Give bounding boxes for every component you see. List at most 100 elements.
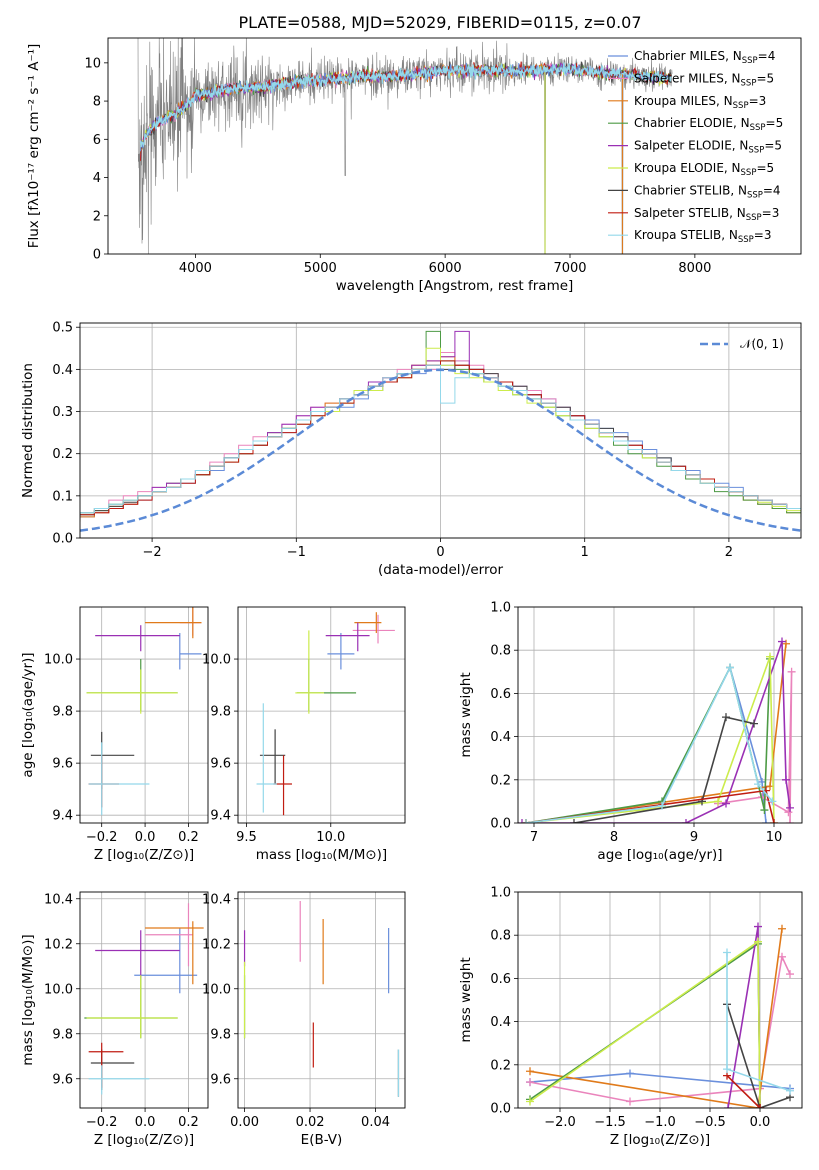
y-tick-label: 10.4 [44,892,73,907]
spectrum-legend: Chabrier MILES, NSSP=4 Salpeter MILES, NS… [608,49,783,245]
y-tick-label: 10.2 [202,937,231,952]
y-tick-label: 9.8 [52,705,73,720]
x-tick-label: 0.02 [296,1115,325,1130]
mass-weight-marker [626,1069,634,1078]
y-axis-label: age [log₁₀(age/yr)] [20,652,36,777]
mass-weight-marker [782,775,790,784]
y-tick-label: 4 [93,171,101,186]
legend-label: Salpeter ELODIE, NSSP=5 [634,139,782,156]
legend-label: Kroupa STELIB, NSSP=3 [634,228,772,245]
residuals-legend: 𝒩(0, 1) [700,337,784,351]
mass-weight-line [525,643,787,823]
mass-weight-line [726,1004,791,1108]
x-tick-label: 0.0 [750,1115,771,1130]
x-tick-label: −0.2 [86,830,118,845]
plot-area [80,330,801,532]
y-tick-label: 10.0 [44,982,73,997]
age-vs-mass-panel: 9.5 10.0 9.4 9.6 9.8 10.0 mass [log₁₀(M/M⊙)] [202,606,406,863]
mass-weight-marker [714,797,722,806]
mass-weight-marker [754,780,762,789]
x-tick-label: 0 [436,545,444,560]
y-tick-label: 10 [84,56,101,71]
x-tick-label: 5000 [304,261,337,276]
x-tick-label: 8000 [678,261,711,276]
y-tick-label: 8 [93,95,101,110]
mass-weight-line [726,1075,761,1108]
mass-weight-marker [784,808,793,817]
x-tick-label: 2 [725,545,733,560]
x-tick-label: 7 [530,830,538,845]
x-tick-label: 0.0 [135,1115,156,1130]
mass-weight-marker [518,819,526,823]
y-tick-label: 10.0 [202,653,231,668]
mass-weight-marker [526,1078,534,1087]
mass-weight-marker [778,924,786,933]
x-tick-label: −2 [143,545,162,560]
mass-weight-marker [766,652,774,661]
y-tick-label: 0.0 [490,1102,511,1117]
legend-label: Chabrier STELIB, NSSP=4 [634,183,781,200]
mass-weight-marker [526,1097,534,1106]
mass-weight-marker [778,637,786,646]
massweight-vs-age-panel: 7 8 9 10 0.0 0.2 0.4 0.6 0.8 1.0 age [log₁₀(age/yr… [458,601,803,863]
x-tick-label: −0.5 [694,1115,726,1130]
histogram-series [80,364,801,520]
mass-weight-marker [786,970,794,979]
y-tick-label: 1.0 [490,886,511,901]
massweight-vs-z-panel: −2.0 −1.5 −1.0 −0.5 0.0 0.0 0.2 0.4 0.6 0.8 1.0 Z [… [458,886,803,1148]
y-tick-label: 0.2 [52,447,73,462]
y-tick-label: 10.4 [202,892,231,907]
mass-weight-marker [526,1067,534,1076]
y-tick-label: 0.8 [490,929,511,944]
y-tick-label: 0.6 [490,687,511,702]
y-tick-label: 9.6 [210,1072,231,1087]
x-tick-label: −1 [287,545,306,560]
y-tick-label: 10.0 [44,653,73,668]
y-tick-label: 0.0 [490,817,511,832]
figure-title: PLATE=0588, MJD=52029, FIBERID=0115, z=0… [238,13,641,32]
plot-area [518,637,796,823]
mass-weight-marker [756,1104,764,1108]
y-tick-label: 0.4 [490,1015,511,1030]
y-tick-label: 0 [93,248,101,263]
y-tick-label: 0.4 [52,363,73,378]
y-tick-label: 0.5 [52,321,73,336]
y-tick-label: 0.2 [490,773,511,788]
mass-weight-marker [754,937,762,946]
mass-weight-marker [723,948,731,957]
y-tick-label: 0.0 [52,532,73,547]
normal-curve-line [80,368,801,532]
legend-label: Kroupa ELODIE, NSSP=5 [634,161,774,178]
y-tick-label: 6 [93,133,101,148]
mass-weight-marker [760,806,769,815]
mass-weight-marker [722,713,730,722]
mass-weight-marker [786,819,794,823]
legend-label: Salpeter STELIB, NSSP=3 [634,206,779,223]
mass-weight-marker [682,819,690,823]
y-tick-label: 9.4 [210,809,231,824]
y-tick-label: 9.6 [210,757,231,772]
mass-weight-marker [787,667,796,676]
y-tick-label: 0.2 [490,1058,511,1073]
legend-label: Chabrier ELODIE, NSSP=5 [634,116,783,133]
x-tick-label: 0.2 [178,830,199,845]
x-axis-label: Z [log₁₀(Z/Z⊙)] [610,1132,710,1148]
x-tick-label: 0.00 [230,1115,259,1130]
x-tick-label: −2.0 [544,1115,576,1130]
y-axis-label: Normed distribution [20,363,36,498]
y-axis-label: mass [log₁₀(M/M⊙)] [20,934,36,1065]
x-tick-label: 0.0 [135,830,156,845]
mass-vs-z-panel: −0.2 0.0 0.2 9.6 9.8 10.0 10.2 10.4 Z [log₁₀(Z/Z… [20,891,209,1148]
mass-weight-marker [658,801,666,810]
legend-label: Chabrier MILES, NSSP=4 [634,49,775,66]
mass-weight-marker [762,819,770,823]
y-tick-label: 0.3 [52,405,73,420]
y-axis-label: Flux [fλ10⁻¹⁷ erg cm⁻² s⁻¹ A⁻¹] [26,44,42,249]
mass-weight-marker [778,952,786,961]
y-tick-label: 2 [93,209,101,224]
y-axis-label: mass weight [458,672,474,757]
mass-weight-marker [754,922,762,931]
mass-weight-marker [786,1086,794,1095]
y-tick-label: 9.8 [210,705,231,720]
